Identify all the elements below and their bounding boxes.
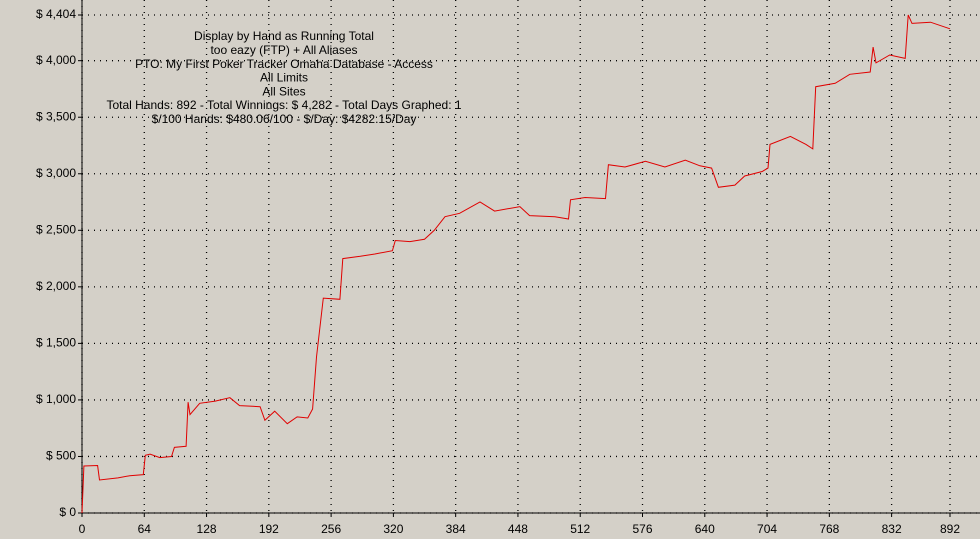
x-tick-label: 320 (383, 522, 403, 536)
x-tick-label: 832 (882, 522, 902, 536)
y-tick-label: $ 2,000 (36, 279, 76, 293)
y-tick-label: $ 3,000 (36, 166, 76, 180)
y-tick-label: $ 3,500 (36, 109, 76, 123)
x-tick-label: 192 (259, 522, 279, 536)
x-tick-label: 448 (508, 522, 528, 536)
title-line: Total Hands: 892 - Total Winnings: $ 4,2… (106, 98, 461, 112)
title-line: PTO: My First Poker Tracker Omaha Databa… (135, 57, 433, 71)
y-tick-label: $ 0 (59, 505, 76, 519)
x-tick-label: 892 (940, 522, 960, 536)
title-line: All Limits (260, 71, 308, 85)
x-tick-label: 64 (138, 522, 152, 536)
y-tick-label: $ 4,404 (36, 7, 76, 21)
x-tick-label: 704 (757, 522, 777, 536)
y-tick-label: $ 1,000 (36, 392, 76, 406)
x-tick-label: 640 (695, 522, 715, 536)
data-line (81, 14, 951, 514)
title-line: All Sites (262, 84, 305, 98)
x-tick-label: 128 (197, 522, 217, 536)
y-tick-label: $ 500 (46, 449, 76, 463)
x-tick-label: 384 (446, 522, 466, 536)
y-tick-label: $ 2,500 (36, 222, 76, 236)
x-tick-label: 768 (819, 522, 839, 536)
y-tick-label: $ 4,000 (36, 53, 76, 67)
x-tick-label: 0 (79, 522, 86, 536)
title-line: Display by Hand as Running Total (194, 29, 374, 43)
title-line: too eazy (FTP) + All Aliases (210, 43, 357, 57)
x-tick-label: 512 (570, 522, 590, 536)
y-tick-label: $ 1,500 (36, 336, 76, 350)
x-tick-label: 576 (632, 522, 652, 536)
x-tick-label: 256 (321, 522, 341, 536)
title-line: $/100 Hands: $480.06/100 - $/Day: $4282.… (152, 112, 417, 126)
